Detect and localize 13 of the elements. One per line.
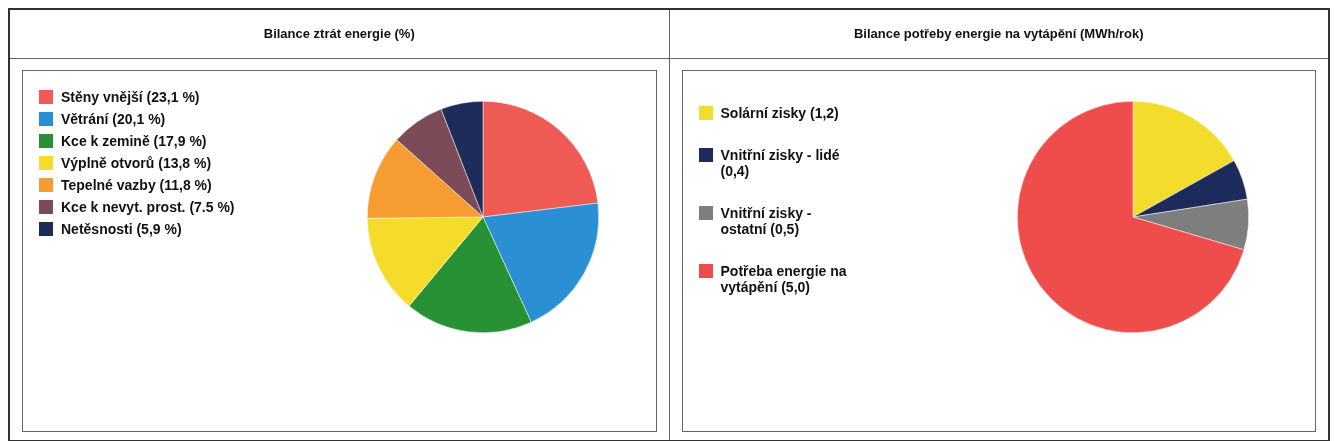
legend-label: Tepelné vazby (11,8 %) — [61, 177, 212, 193]
legend-label: Solární zisky (1,2) — [720, 105, 839, 121]
legend-label: Kce k zemině (17,9 %) — [61, 133, 207, 149]
legend-label: Větrání (20,1 %) — [61, 111, 166, 127]
chart-title: Bilance potřeby energie na vytápění (MWh/rok) — [669, 10, 1328, 59]
legend-label: Stěny vnější (23,1 %) — [61, 89, 200, 105]
chart-title: Bilance ztrát energie (%) — [10, 10, 669, 59]
legend-label: Výplně otvorů (13,8 %) — [61, 155, 212, 171]
legend-label: Kce k nevyt. prost. (7.5 %) — [61, 199, 235, 215]
legend-label: Vnitřní zisky - lidé (0,4) — [720, 147, 841, 179]
legend-label: Potřeba energie na vytápění (5,0) — [720, 263, 848, 295]
legend-label: Netěsnosti (5,9 %) — [61, 221, 182, 237]
legend-label: Vnitřní zisky - ostatní (0,5) — [720, 205, 813, 237]
